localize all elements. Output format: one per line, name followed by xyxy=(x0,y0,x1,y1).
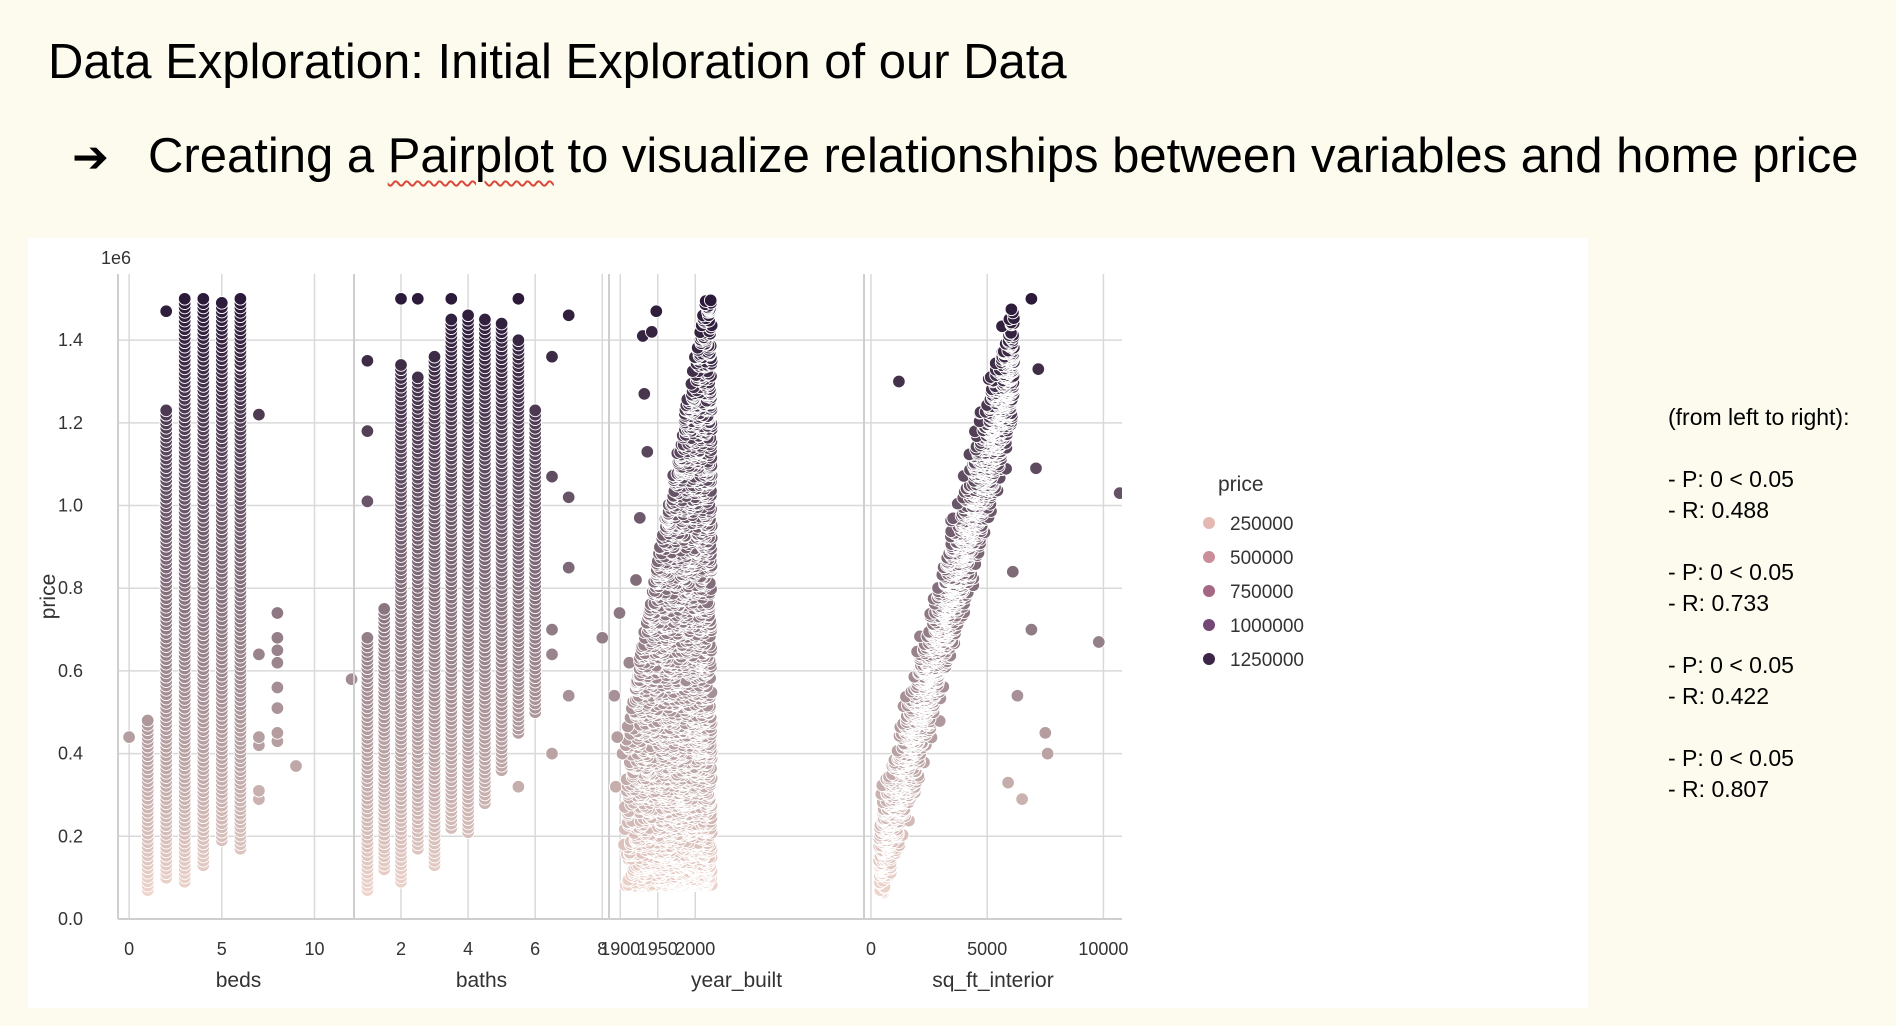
y-tick-label: 0.4 xyxy=(58,744,83,764)
x-tick-label: 2000 xyxy=(675,939,715,959)
data-point xyxy=(270,631,285,645)
data-point xyxy=(252,647,266,662)
data-point xyxy=(478,312,492,327)
data-point xyxy=(609,779,623,794)
x-axis-label: year_built xyxy=(691,969,782,992)
panel-baths: 2 4 6 8 baths xyxy=(353,274,609,992)
data-point xyxy=(159,403,173,418)
data-point xyxy=(610,730,625,744)
data-point xyxy=(640,445,655,459)
bullet-text-end: to visualize relationships between varia… xyxy=(553,129,1859,183)
x-tick-label: 10 xyxy=(304,939,324,959)
x-tick-label: 1950 xyxy=(638,939,678,959)
data-point xyxy=(411,370,425,385)
y-tick-label: 1.2 xyxy=(58,413,83,433)
data-point xyxy=(252,730,266,744)
y-offset-label: 1e6 xyxy=(101,248,131,268)
x-tick-label: 0 xyxy=(124,939,134,959)
y-tick-label: 0.8 xyxy=(58,578,83,598)
x-tick-label: 4 xyxy=(463,939,473,959)
data-point xyxy=(612,606,627,620)
y-axis-label: price xyxy=(37,574,60,620)
x-tick-label: 6 xyxy=(530,939,540,959)
data-point xyxy=(461,308,475,323)
data-point xyxy=(629,573,643,587)
data-point xyxy=(270,655,285,670)
data-point xyxy=(252,407,266,422)
data-point xyxy=(511,292,526,306)
x-tick-label: 8 xyxy=(597,939,607,959)
data-point xyxy=(360,494,375,509)
data-point xyxy=(561,308,576,323)
data-point xyxy=(270,606,285,620)
y-tick-label: 1.0 xyxy=(58,496,83,516)
data-point xyxy=(270,680,285,695)
data-point xyxy=(511,333,526,347)
panel-points xyxy=(360,292,609,897)
data-point xyxy=(561,560,576,575)
x-axis-label: baths xyxy=(456,969,507,992)
slide-title: Data Exploration: Initial Exploration of… xyxy=(48,35,1067,89)
data-point xyxy=(394,358,408,372)
data-point xyxy=(394,292,408,306)
bullet-arrow-icon: ➔ xyxy=(72,133,109,182)
data-point xyxy=(360,424,375,438)
data-point xyxy=(196,292,211,306)
data-point xyxy=(411,292,425,306)
data-point xyxy=(545,469,559,484)
data-point xyxy=(595,631,609,645)
data-point xyxy=(122,730,136,744)
data-point xyxy=(177,292,192,306)
x-axis-label: beds xyxy=(216,969,262,992)
x-tick-label: 5 xyxy=(217,939,227,959)
data-point xyxy=(159,304,173,318)
data-point xyxy=(427,349,442,364)
data-point xyxy=(377,602,391,616)
bullet-text-start: Creating a xyxy=(148,129,388,183)
data-point xyxy=(360,631,375,645)
data-point xyxy=(270,643,285,658)
y-tick-label: 0.6 xyxy=(58,661,83,681)
data-point xyxy=(444,292,459,306)
data-point xyxy=(233,292,248,306)
data-point xyxy=(561,688,576,703)
x-tick-label: 2 xyxy=(396,939,406,959)
pairplot-chart: 1e6 price 0.0 0.2 0.4 0.6 0.8 1.0 1.2 1.4 0 5 10 beds… xyxy=(37,248,1304,992)
data-point xyxy=(545,622,559,637)
x-tick-label: 1900 xyxy=(600,939,640,959)
data-point xyxy=(561,490,576,505)
bullet-line: ➔ Creating a Pairplot to visualize relati… xyxy=(72,126,1859,188)
data-point xyxy=(545,349,559,364)
data-point xyxy=(215,296,229,310)
y-tick-label: 0.2 xyxy=(58,826,83,846)
data-point xyxy=(289,759,303,773)
data-point xyxy=(609,688,622,703)
bullet-text-pairplot: Pairplot xyxy=(387,129,554,183)
pairplot-card: 1e6 price 0.0 0.2 0.4 0.6 0.8 1.0 1.2 1.4 0 5 10 beds… xyxy=(28,238,1588,1008)
data-point xyxy=(252,784,266,798)
data-point xyxy=(494,316,509,331)
data-point xyxy=(444,312,459,327)
y-tick-label: 0.0 xyxy=(58,909,83,929)
data-point xyxy=(140,713,155,728)
data-point xyxy=(360,354,375,368)
data-point xyxy=(511,779,526,794)
data-point xyxy=(344,672,359,686)
data-point xyxy=(528,403,542,418)
data-point xyxy=(633,511,647,525)
data-point xyxy=(545,647,559,662)
y-tick-label: 1.4 xyxy=(58,330,83,350)
panel-beds: 0 5 10 beds xyxy=(117,274,359,992)
panel-points xyxy=(609,293,719,893)
data-point xyxy=(545,746,559,761)
data-point xyxy=(270,701,285,715)
panel-points xyxy=(122,292,359,897)
data-point xyxy=(270,726,285,740)
